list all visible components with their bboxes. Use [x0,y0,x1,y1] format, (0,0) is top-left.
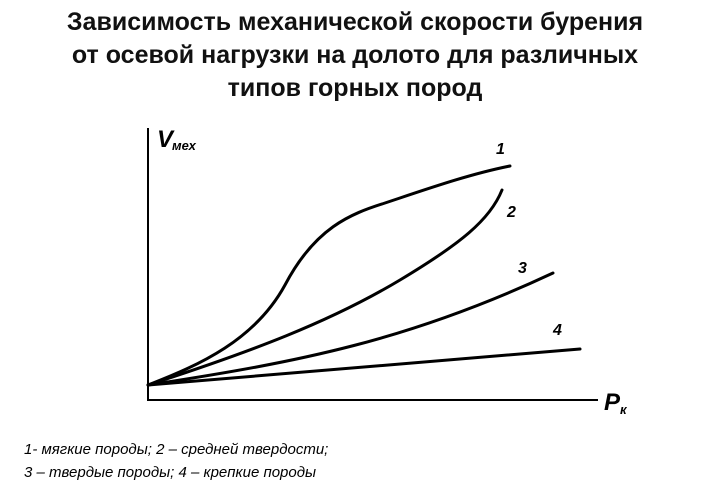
curve-label: 1 [496,141,505,158]
curve [146,164,512,387]
y-axis-subscript: мех [172,138,197,153]
title-line: от осевой нагрузки на долото для различн… [72,41,638,69]
caption-line: 1- мягкие породы; 2 – средней твердости; [24,441,328,458]
y-axis-symbol: V [157,126,175,153]
curve-label: 2 [506,204,516,221]
curve-label: 4 [552,322,562,339]
curve [146,188,504,387]
caption-line: 3 – твердые породы; 4 – крепкие породы [24,464,316,481]
curve-label: 3 [518,260,527,277]
title-line: типов горных пород [228,74,483,102]
curve [146,271,555,387]
curve [146,347,582,387]
x-axis-subscript: к [620,402,628,417]
x-axis-symbol: P [604,389,621,416]
title-line: Зависимость механической скорости бурени… [67,8,643,36]
